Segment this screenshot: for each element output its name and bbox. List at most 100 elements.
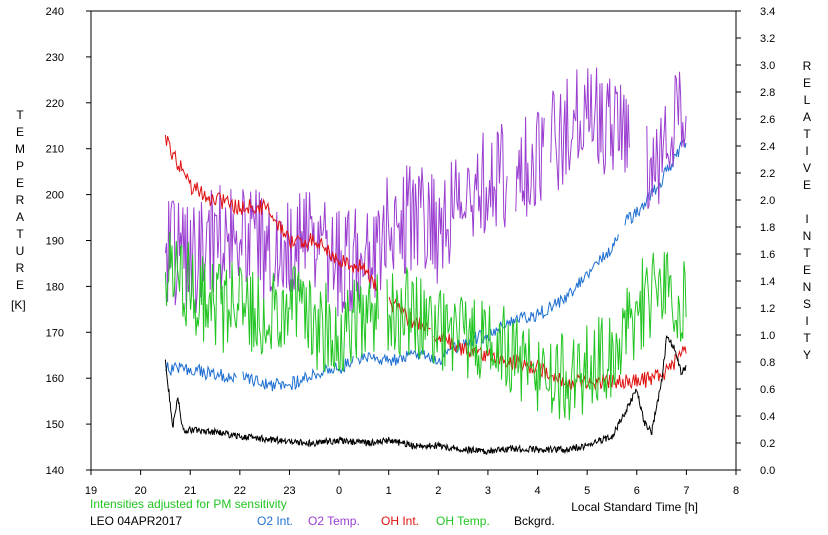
- legend-background: Bckgrd.: [514, 514, 555, 528]
- axis-title-letter: R: [15, 261, 25, 275]
- axis-title-letter: Y: [802, 348, 811, 362]
- axis-title-letter: V: [802, 161, 811, 175]
- right-tick-label: 0.2: [760, 438, 775, 450]
- left-tick-label: 220: [46, 98, 64, 110]
- axis-title-letter: A: [802, 110, 811, 124]
- left-axis-ticks: 140 150 160 170 180 190 200 210 220 230 240: [46, 6, 91, 477]
- axis-title-letter: N: [802, 229, 812, 243]
- right-tick-label: 3.4: [760, 6, 775, 18]
- series-o2-temp: [646, 71, 687, 210]
- series-o2-temp: [515, 111, 545, 217]
- right-tick-label: 2.0: [760, 195, 775, 207]
- axis-title-letter: [797, 194, 817, 211]
- right-tick-label: 2.8: [760, 87, 775, 99]
- axis-title-letter: L: [803, 93, 811, 107]
- axis-title-letter: I: [805, 212, 809, 226]
- x-tick-label: 7: [683, 485, 689, 497]
- left-tick-label: 160: [46, 373, 64, 385]
- x-tick-label: 4: [534, 485, 540, 497]
- left-axis-unit: [K]: [11, 298, 26, 312]
- x-tick-label: 21: [184, 485, 196, 497]
- x-tick-label: 3: [485, 485, 491, 497]
- right-tick-label: 1.6: [760, 249, 775, 261]
- axis-title-letter: T: [16, 108, 24, 122]
- station-label: LEO 04APR2017: [90, 514, 183, 528]
- legend-o2-temp: O2 Temp.: [308, 514, 360, 528]
- axis-title-letter: T: [803, 331, 811, 345]
- right-tick-label: 2.2: [760, 168, 775, 180]
- right-tick-label: 0.8: [760, 357, 775, 369]
- right-axis-ticks: 0.0 0.2 0.4 0.6 0.8 1.0 1.2 1.4 1.6 1.8 2.0 2.2 2.4 2…: [736, 6, 775, 477]
- series-bckgrd: [164, 335, 687, 455]
- axis-title-letter: M: [15, 142, 25, 156]
- right-tick-label: 0.4: [760, 411, 775, 423]
- right-tick-label: 3.2: [760, 33, 775, 45]
- axis-title-letter: I: [805, 314, 809, 328]
- series-layer: [164, 67, 687, 455]
- x-tick-label: 23: [283, 485, 295, 497]
- axis-title-letter: A: [15, 210, 24, 224]
- x-tick-label: 2: [435, 485, 441, 497]
- x-axis-title: Local Standard Time [h]: [571, 500, 698, 514]
- x-tick-label: 1: [386, 485, 392, 497]
- series-oh-temp: [386, 251, 687, 421]
- series-o2-int: [164, 361, 237, 384]
- x-tick-label: 5: [584, 485, 590, 497]
- x-tick-label: 19: [85, 485, 97, 497]
- x-tick-label: 8: [733, 485, 739, 497]
- x-tick-label: 20: [134, 485, 146, 497]
- right-tick-label: 2.6: [760, 114, 775, 126]
- legend: LEO 04APR2017 O2 Int. O2 Temp. OH Int. O…: [90, 514, 790, 530]
- axis-title-letter: E: [802, 263, 811, 277]
- series-o2-temp: [550, 67, 630, 191]
- axis-title-letter: T: [16, 227, 24, 241]
- axis-title-letter: U: [15, 244, 25, 258]
- right-tick-label: 2.4: [760, 141, 775, 153]
- left-tick-label: 140: [46, 465, 64, 477]
- right-tick-label: 1.2: [760, 303, 775, 315]
- right-tick-label: 1.0: [760, 330, 775, 342]
- series-oh-int: [164, 134, 377, 291]
- axis-title-letter: R: [15, 193, 25, 207]
- sensitivity-note: Intensities adjusted for PM sensitivity: [90, 497, 287, 511]
- axis-title-letter: S: [802, 297, 811, 311]
- axis-title-letter: E: [802, 76, 811, 90]
- series-oh-temp: [164, 231, 379, 373]
- right-tick-label: 3.0: [760, 60, 775, 72]
- axis-title-letter: T: [803, 127, 811, 141]
- axis-title-letter: E: [15, 125, 24, 139]
- series-o2-temp: [164, 123, 508, 317]
- left-tick-label: 230: [46, 52, 64, 64]
- legend-oh-temp: OH Temp.: [436, 514, 490, 528]
- x-tick-label: 6: [634, 485, 640, 497]
- axis-title-letter: I: [805, 144, 809, 158]
- x-tick-label: 22: [234, 485, 246, 497]
- series-o2-int: [624, 138, 687, 226]
- right-tick-label: 0.6: [760, 384, 775, 396]
- right-tick-label: 1.8: [760, 222, 775, 234]
- axis-title-letter: N: [802, 280, 812, 294]
- x-tick-label: 0: [336, 485, 342, 497]
- right-tick-label: 0.0: [760, 465, 775, 477]
- series-o2-int: [462, 234, 619, 348]
- legend-o2-int: O2 Int.: [257, 514, 294, 528]
- left-tick-label: 150: [46, 419, 64, 431]
- axis-title-letter: E: [15, 176, 24, 190]
- axis-title-letter: T: [803, 246, 811, 260]
- left-tick-label: 240: [46, 6, 64, 18]
- left-tick-label: 170: [46, 327, 64, 339]
- left-tick-label: 190: [46, 236, 64, 248]
- right-tick-label: 1.4: [760, 276, 775, 288]
- legend-oh-int: OH Int.: [381, 514, 420, 528]
- left-tick-label: 210: [46, 144, 64, 156]
- left-tick-label: 200: [46, 190, 64, 202]
- series-o2-int: [242, 355, 354, 392]
- axis-title-letter: E: [15, 278, 24, 292]
- axis-title-letter: P: [15, 159, 24, 173]
- left-tick-label: 180: [46, 281, 64, 293]
- axis-title-letter: R: [802, 59, 812, 73]
- bottom-axis-ticks: 19 20 21 22 23 0 1 2 3 4 5 6 7 8: [85, 470, 739, 497]
